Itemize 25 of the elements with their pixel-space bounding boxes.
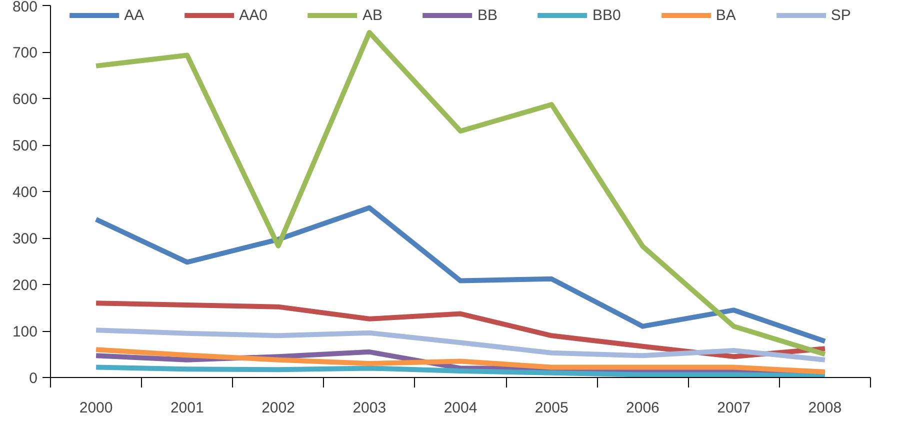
legend-label: AA0 bbox=[239, 6, 268, 24]
y-tick-label: 400 bbox=[12, 184, 38, 201]
x-tick-label: 2003 bbox=[352, 400, 386, 416]
x-tick-label: 2007 bbox=[717, 400, 751, 416]
y-tick-label: 700 bbox=[12, 44, 38, 62]
y-tick-label: 800 bbox=[12, 0, 38, 16]
y-tick-label: 200 bbox=[12, 277, 38, 294]
legend-label: BA bbox=[716, 6, 736, 24]
x-tick-label: 2002 bbox=[262, 400, 295, 416]
x-tick-label: 2008 bbox=[808, 400, 842, 416]
x-tick-label: 2000 bbox=[79, 400, 113, 416]
y-tick-label: 500 bbox=[12, 138, 38, 154]
y-tick-label: 100 bbox=[12, 324, 38, 340]
legend-label: BB bbox=[477, 6, 498, 24]
legend-label: AA bbox=[124, 6, 144, 24]
x-tick-label: 2006 bbox=[626, 400, 660, 416]
y-tick-label: 300 bbox=[12, 230, 38, 248]
x-tick-label: 2004 bbox=[444, 400, 478, 416]
x-tick-label: 2001 bbox=[170, 400, 204, 416]
legend-label: AB bbox=[362, 6, 382, 24]
x-tick-label: 2005 bbox=[534, 400, 568, 416]
legend-label: BB0 bbox=[592, 6, 621, 24]
y-tick-label: 0 bbox=[29, 370, 38, 387]
y-tick-label: 600 bbox=[12, 91, 38, 108]
legend-label: SP bbox=[830, 6, 851, 24]
